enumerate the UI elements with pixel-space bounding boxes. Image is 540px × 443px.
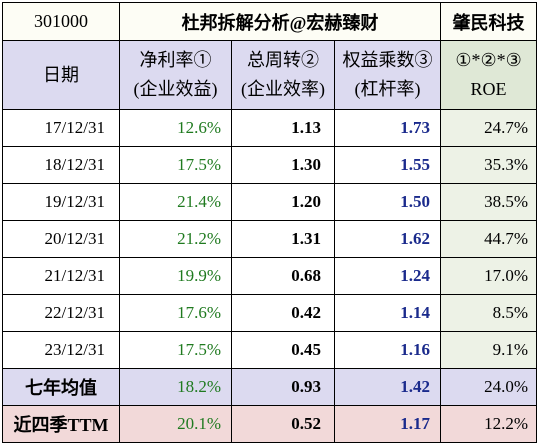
date-cell[interactable]: 21/12/31: [2, 257, 120, 295]
roe-header-line2: ROE: [470, 79, 507, 99]
average-roe-cell[interactable]: 24.0%: [440, 368, 538, 406]
net-margin-header-line1: 净利率①: [139, 50, 212, 70]
header-row: 日期 净利率① (企业效益) 总周转② (企业效率) 权益乘数③ (杠杆率) ①…: [2, 40, 538, 110]
net-margin-cell[interactable]: 17.6%: [119, 294, 232, 332]
ttm-turnover-cell[interactable]: 0.52: [231, 405, 335, 443]
multiplier-cell[interactable]: 1.55: [333, 146, 442, 184]
ttm-net-margin-cell[interactable]: 20.1%: [119, 405, 232, 443]
date-cell[interactable]: 17/12/31: [2, 109, 120, 147]
turnover-cell[interactable]: 1.31: [231, 220, 335, 258]
multiplier-header-line2: (杠杆率): [354, 79, 421, 99]
table-row: 21/12/31 19.9% 0.68 1.24 17.0%: [2, 257, 538, 295]
multiplier-cell[interactable]: 1.16: [333, 331, 442, 369]
multiplier-cell[interactable]: 1.73: [333, 109, 442, 147]
net-margin-cell[interactable]: 19.9%: [119, 257, 232, 295]
multiplier-cell[interactable]: 1.62: [333, 220, 442, 258]
turnover-cell[interactable]: 0.45: [231, 331, 335, 369]
analysis-title-cell[interactable]: 杜邦拆解分析@宏赫臻财: [118, 2, 442, 41]
roe-cell[interactable]: 38.5%: [440, 183, 538, 221]
multiplier-header-line1: 权益乘数③: [342, 50, 433, 70]
table-row: 22/12/31 17.6% 0.42 1.14 8.5%: [2, 294, 538, 332]
table-row: 19/12/31 21.4% 1.20 1.50 38.5%: [2, 183, 538, 221]
turnover-header-line1: 总周转②: [247, 50, 319, 70]
date-cell[interactable]: 19/12/31: [2, 183, 120, 221]
net-margin-cell[interactable]: 12.6%: [119, 109, 232, 147]
average-net-margin-cell[interactable]: 18.2%: [119, 368, 232, 406]
multiplier-header-cell[interactable]: 权益乘数③ (杠杆率): [333, 40, 442, 110]
stock-code-cell[interactable]: 301000: [2, 2, 120, 41]
company-name-cell[interactable]: 肇民科技: [440, 2, 538, 41]
date-header-cell[interactable]: 日期: [2, 40, 120, 110]
table-row: 17/12/31 12.6% 1.13 1.73 24.7%: [2, 109, 538, 147]
table-row: 18/12/31 17.5% 1.30 1.55 35.3%: [2, 146, 538, 184]
ttm-row: 近四季TTM 20.1% 0.52 1.17 12.2%: [2, 405, 538, 443]
turnover-cell[interactable]: 1.13: [231, 109, 335, 147]
turnover-cell[interactable]: 1.20: [231, 183, 335, 221]
ttm-label-cell[interactable]: 近四季TTM: [2, 405, 120, 443]
roe-cell[interactable]: 24.7%: [440, 109, 538, 147]
turnover-header-cell[interactable]: 总周转② (企业效率): [231, 40, 335, 110]
average-row: 七年均值 18.2% 0.93 1.42 24.0%: [2, 368, 538, 406]
roe-header-cell[interactable]: ①*②*③ ROE: [440, 40, 538, 110]
date-cell[interactable]: 18/12/31: [2, 146, 120, 184]
table-row: 20/12/31 21.2% 1.31 1.62 44.7%: [2, 220, 538, 258]
roe-cell[interactable]: 8.5%: [440, 294, 538, 332]
net-margin-header-line2: (企业效益): [133, 79, 218, 99]
turnover-header-line2: (企业效率): [241, 79, 325, 99]
roe-header-line1: ①*②*③: [455, 50, 522, 70]
net-margin-cell[interactable]: 21.2%: [119, 220, 232, 258]
ttm-multiplier-cell[interactable]: 1.17: [333, 405, 442, 443]
turnover-cell[interactable]: 0.42: [231, 294, 335, 332]
net-margin-header-cell[interactable]: 净利率① (企业效益): [119, 40, 232, 110]
roe-cell[interactable]: 9.1%: [440, 331, 538, 369]
date-cell[interactable]: 22/12/31: [2, 294, 120, 332]
date-cell[interactable]: 20/12/31: [2, 220, 120, 258]
roe-cell[interactable]: 44.7%: [440, 220, 538, 258]
average-label-cell[interactable]: 七年均值: [2, 368, 120, 406]
roe-cell[interactable]: 35.3%: [440, 146, 538, 184]
title-row: 301000 杜邦拆解分析@宏赫臻财 肇民科技: [2, 2, 538, 41]
roe-cell[interactable]: 17.0%: [440, 257, 538, 295]
multiplier-cell[interactable]: 1.14: [333, 294, 442, 332]
date-header-label: 日期: [43, 64, 79, 85]
net-margin-cell[interactable]: 17.5%: [119, 146, 232, 184]
date-cell[interactable]: 23/12/31: [2, 331, 120, 369]
average-turnover-cell[interactable]: 0.93: [231, 368, 335, 406]
multiplier-cell[interactable]: 1.24: [333, 257, 442, 295]
table-row: 23/12/31 17.5% 0.45 1.16 9.1%: [2, 331, 538, 369]
turnover-cell[interactable]: 1.30: [231, 146, 335, 184]
ttm-roe-cell[interactable]: 12.2%: [440, 405, 538, 443]
turnover-cell[interactable]: 0.68: [231, 257, 335, 295]
multiplier-cell[interactable]: 1.50: [333, 183, 442, 221]
average-multiplier-cell[interactable]: 1.42: [333, 368, 442, 406]
net-margin-cell[interactable]: 21.4%: [119, 183, 232, 221]
net-margin-cell[interactable]: 17.5%: [119, 331, 232, 369]
